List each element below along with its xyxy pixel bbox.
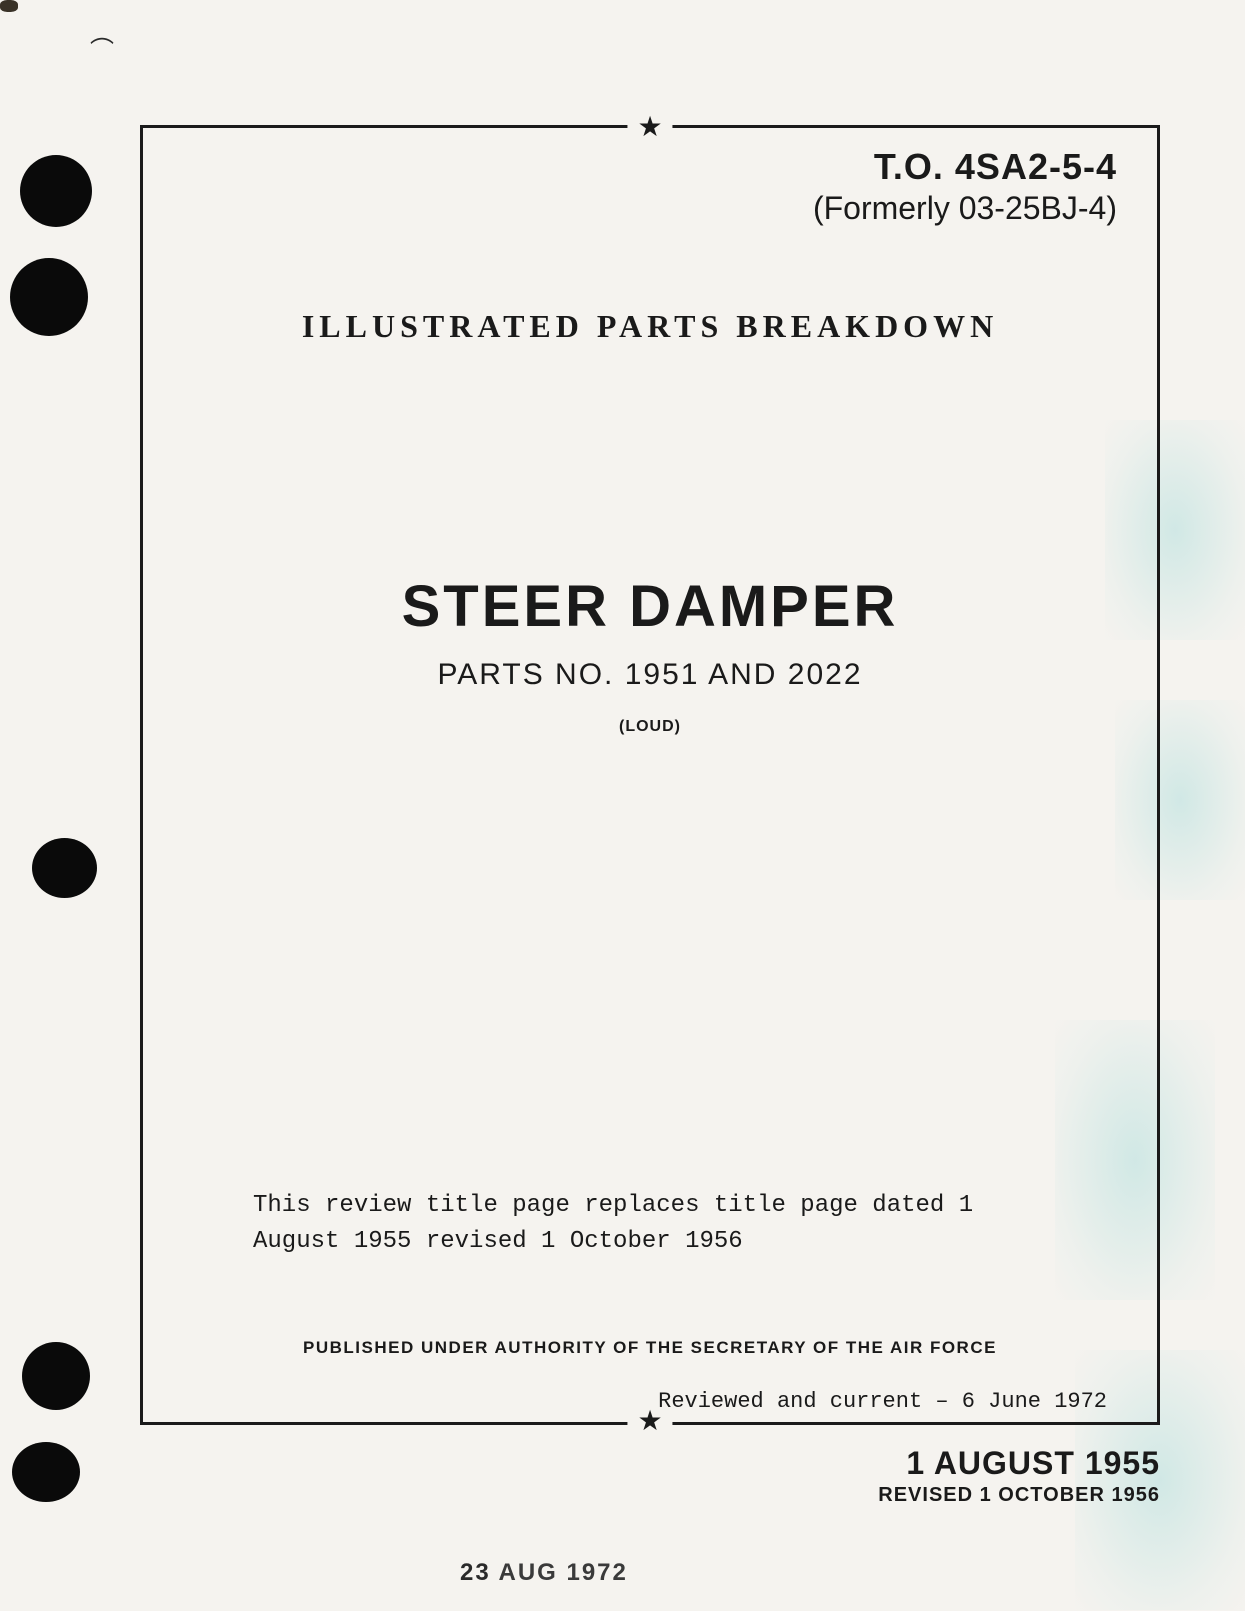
punch-hole-icon xyxy=(32,838,97,898)
document-title: STEER DAMPER xyxy=(143,573,1157,640)
stamp-month-year: AUG 1972 xyxy=(491,1559,628,1586)
parts-number-line: PARTS NO. 1951 AND 2022 xyxy=(143,658,1157,692)
former-number: (Formerly 03-25BJ-4) xyxy=(813,190,1117,227)
review-note: This review title page replaces title pa… xyxy=(253,1188,1067,1260)
date-stamp: 23 AUG 1972 xyxy=(460,1559,628,1587)
star-top-icon: ★ xyxy=(627,114,672,142)
manufacturer-label: (LOUD) xyxy=(143,718,1157,736)
stamp-day: 23 xyxy=(460,1559,491,1586)
reviewed-current-line: Reviewed and current – 6 June 1972 xyxy=(658,1389,1107,1414)
technical-order-number: T.O. 4SA2-5-4 xyxy=(813,146,1117,188)
header-block: T.O. 4SA2-5-4 (Formerly 03-25BJ-4) xyxy=(813,146,1117,227)
revision-date: REVISED 1 OCTOBER 1956 xyxy=(878,1484,1160,1507)
punch-hole-icon xyxy=(20,155,92,227)
document-type-heading: ILLUSTRATED PARTS BREAKDOWN xyxy=(143,308,1157,345)
punch-hole-tear-icon xyxy=(0,0,18,12)
punch-hole-icon xyxy=(22,1342,90,1410)
publication-date: 1 AUGUST 1955 xyxy=(878,1445,1160,1482)
content-border-frame: ★ ★ T.O. 4SA2-5-4 (Formerly 03-25BJ-4) I… xyxy=(140,125,1160,1425)
punch-hole-icon xyxy=(12,1442,80,1502)
document-page: ⌒ ★ ★ T.O. 4SA2-5-4 (Formerly 03-25BJ-4)… xyxy=(0,0,1245,1611)
punch-hole-icon xyxy=(10,258,88,336)
publication-authority: PUBLISHED UNDER AUTHORITY OF THE SECRETA… xyxy=(143,1338,1157,1358)
date-block: 1 AUGUST 1955 REVISED 1 OCTOBER 1956 xyxy=(878,1445,1160,1507)
corner-mark: ⌒ xyxy=(90,30,130,60)
